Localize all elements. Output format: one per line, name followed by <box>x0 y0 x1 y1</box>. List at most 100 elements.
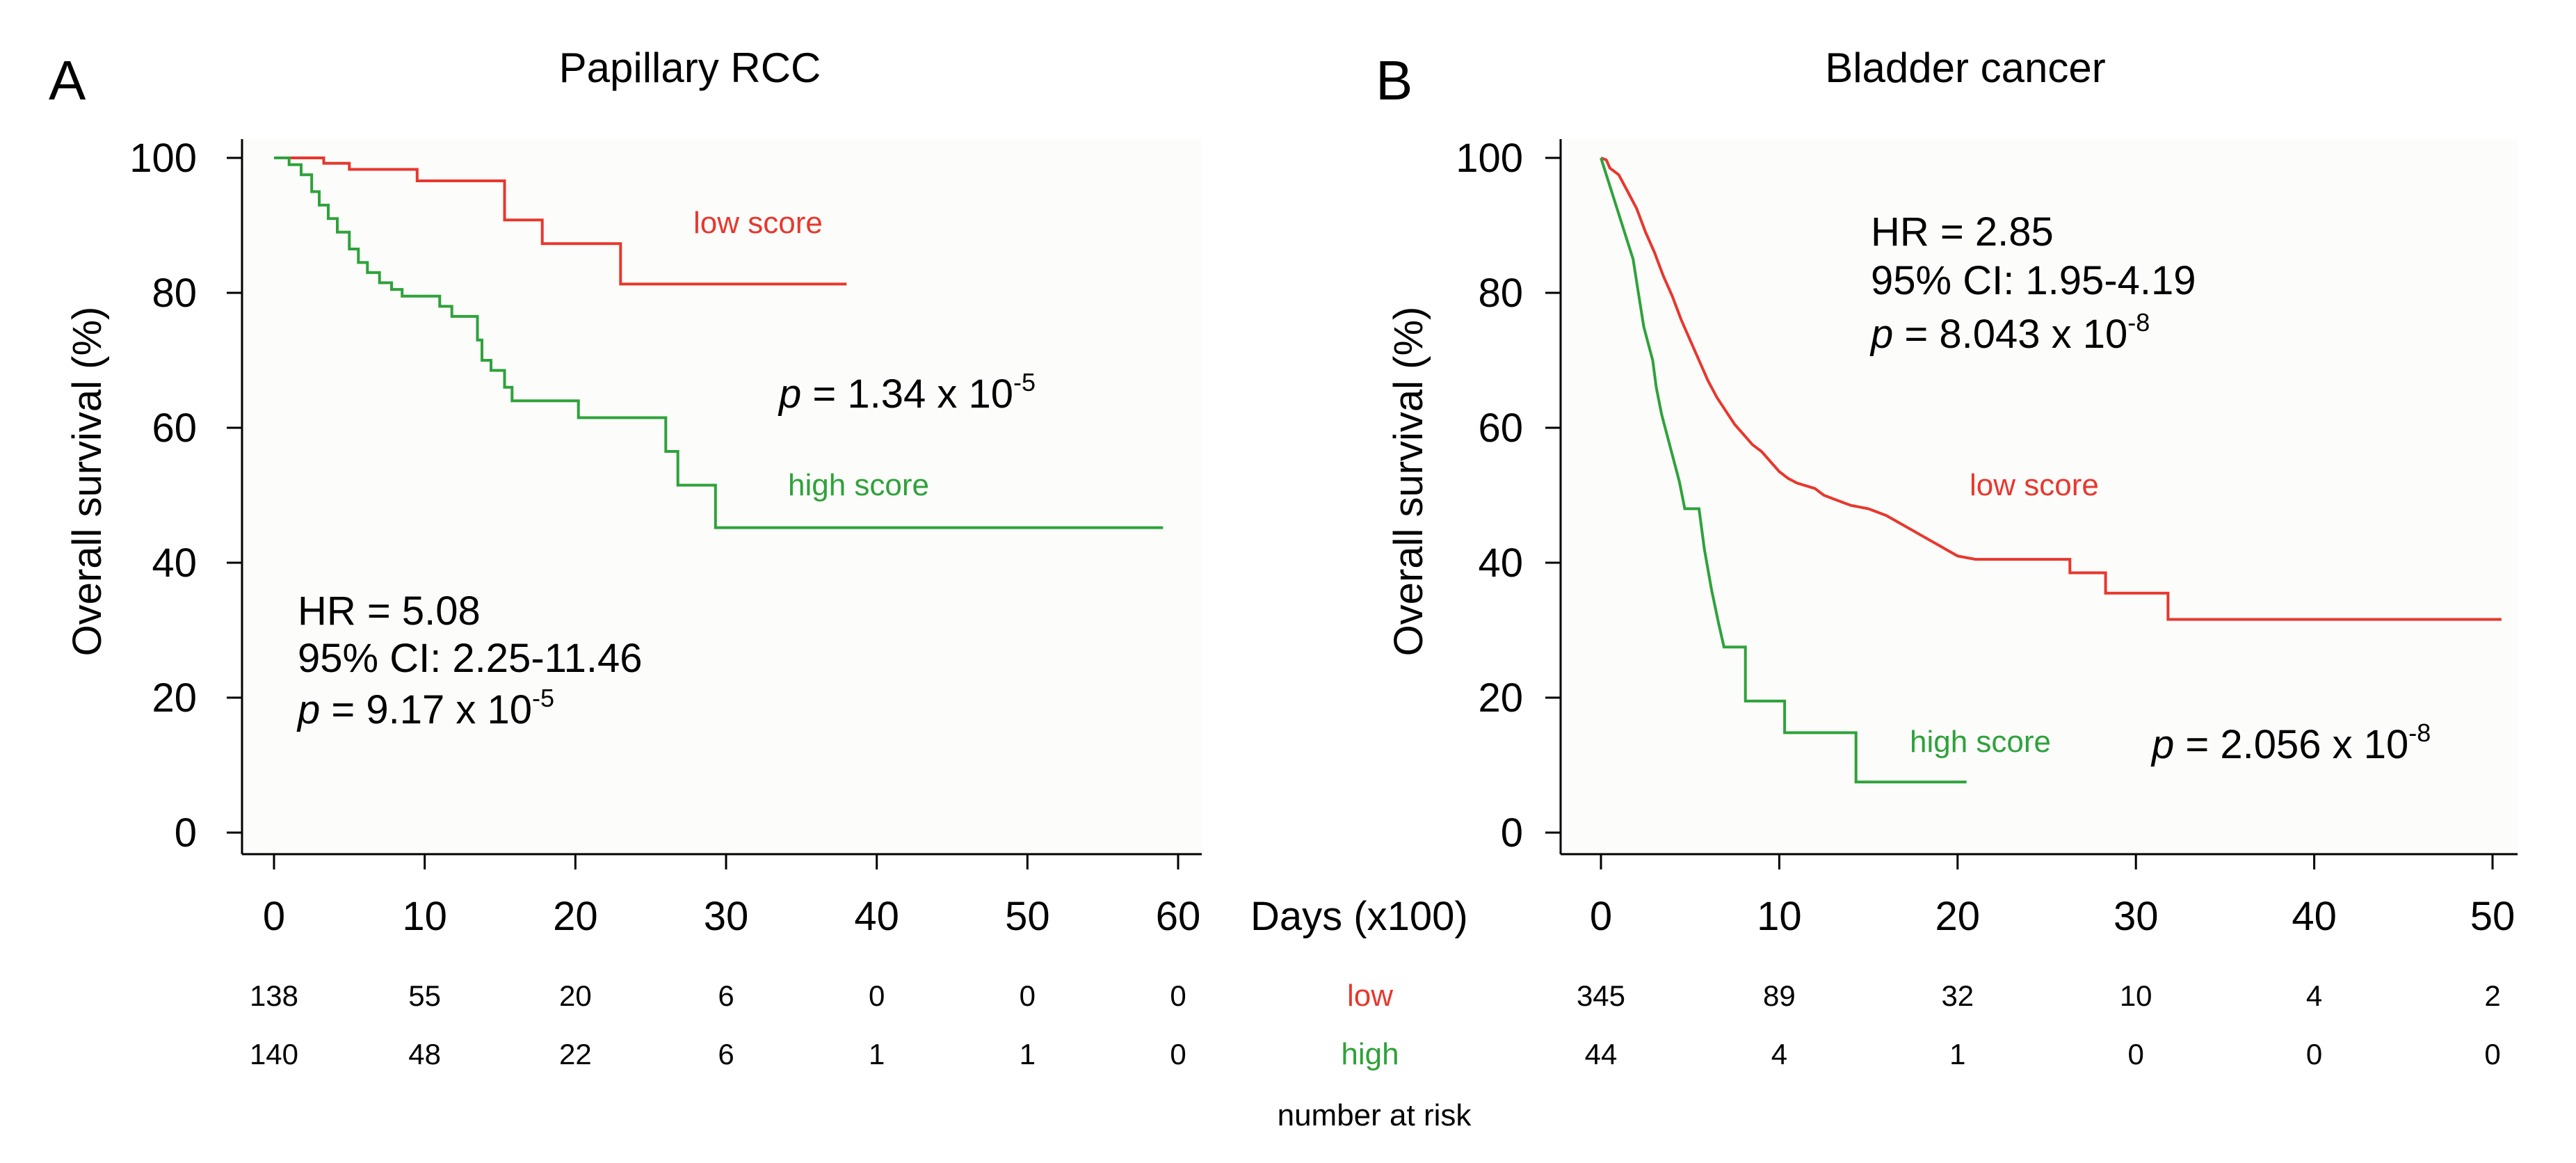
panel-b-p-exponent: -8 <box>2408 719 2431 747</box>
x-tick-label: 0 <box>1590 894 1612 939</box>
x-tick-label: 20 <box>553 894 598 939</box>
risk-count-high: 1 <box>1020 1038 1036 1070</box>
panel-a-y-ticks: 0 20 40 60 80 100 <box>129 136 242 856</box>
panel-a-title: Papillary RCC <box>559 45 821 91</box>
y-tick-label: 100 <box>1456 136 1523 181</box>
y-tick-label: 0 <box>1501 810 1523 856</box>
x-tick-label: 60 <box>1156 894 1201 939</box>
y-tick-label: 20 <box>152 675 197 721</box>
panel-a-y-axis-label: Overall survival (%) <box>65 307 110 657</box>
panel-b-letter: B <box>1376 49 1412 111</box>
y-tick-label: 100 <box>129 136 197 181</box>
y-tick-label: 80 <box>1478 271 1523 316</box>
panel-a-p-exponent: -5 <box>1013 368 1036 396</box>
panel-b-p-italic: p <box>2150 722 2174 767</box>
panel-a-letter: A <box>49 49 86 111</box>
risk-row-label-high: high <box>1341 1037 1399 1071</box>
x-tick-label: 30 <box>704 894 749 939</box>
low-score-curve <box>274 157 847 286</box>
risk-count-low: 89 <box>1763 979 1796 1012</box>
panel-a-curves <box>274 157 1164 529</box>
risk-count-low: 32 <box>1941 979 1974 1012</box>
panel-b-x-ticks: 0 10 20 30 40 50 <box>1590 854 2515 939</box>
panel-b-hr-p-exponent: -8 <box>2127 308 2150 337</box>
panel-b-legend-high: high score <box>1910 725 2051 759</box>
low-score-curve <box>1600 157 2502 621</box>
panel-b-y-ticks: 0 20 40 60 80 100 <box>1456 136 1561 856</box>
risk-count-high: 6 <box>718 1038 734 1070</box>
panel-b-y-axis-label: Overall survival (%) <box>1386 307 1431 657</box>
panel-a-legend-low: low score <box>693 206 823 240</box>
panel-a-plot-area <box>242 139 1202 854</box>
risk-count-high: 22 <box>559 1038 592 1070</box>
panel-b-ci: 95% CI: 1.95-4.19 <box>1871 258 2196 303</box>
high-score-curve <box>274 157 1164 529</box>
panel-b: B Bladder cancer Overall survival (%) 0 2… <box>1376 45 2518 1070</box>
panel-b-hr-p-italic: p <box>1869 312 1893 357</box>
risk-count-low: 55 <box>408 979 441 1012</box>
x-tick-label: 50 <box>1005 894 1050 939</box>
panel-a-legend-high: high score <box>788 468 929 502</box>
risk-count-high: 1 <box>1949 1038 1965 1070</box>
panel-a-number-at-risk: 138 140 55 48 20 22 6 6 0 1 0 1 0 0 <box>250 979 1186 1070</box>
panel-a-hr-p-exponent: -5 <box>532 684 554 712</box>
risk-count-high: 4 <box>1771 1038 1787 1070</box>
panel-a-hr: HR = 5.08 <box>298 588 481 634</box>
panel-b-number-at-risk: 345 44 89 4 32 1 10 0 4 0 2 0 <box>1577 979 2501 1070</box>
risk-count-high: 44 <box>1585 1038 1618 1070</box>
risk-count-high: 140 <box>250 1038 298 1070</box>
panel-b-hr-p-text: = 8.043 x 10 <box>1893 312 2127 357</box>
risk-count-low: 6 <box>718 979 734 1012</box>
panel-a-hr-p-italic: p <box>296 687 320 732</box>
panel-b-plot-area <box>1561 139 2518 854</box>
panel-b-p-text: = 2.056 x 10 <box>2174 722 2408 767</box>
panel-a-hr-p-text: = 9.17 x 10 <box>320 687 532 732</box>
panel-b-curves <box>1600 157 2502 784</box>
risk-count-low: 138 <box>250 979 298 1012</box>
x-tick-label: 40 <box>2292 894 2337 939</box>
panel-a-p-italic: p <box>778 371 801 417</box>
x-tick-label: 0 <box>263 894 285 939</box>
number-at-risk-caption: number at risk <box>1278 1098 1472 1132</box>
panel-b-p-value: p = 2.056 x 10-8 <box>2150 719 2431 767</box>
risk-count-low: 20 <box>559 979 592 1012</box>
risk-count-low: 4 <box>2306 979 2322 1012</box>
panel-b-legend-low: low score <box>1970 468 2099 502</box>
y-tick-label: 60 <box>1478 406 1523 451</box>
panel-a-p-value: p = 1.34 x 10-5 <box>778 368 1036 417</box>
y-tick-label: 40 <box>152 540 197 586</box>
x-tick-label: 40 <box>854 894 899 939</box>
y-tick-label: 80 <box>152 271 197 316</box>
risk-count-high: 0 <box>2306 1038 2322 1070</box>
panel-b-title: Bladder cancer <box>1825 45 2106 91</box>
panel-a: A Papillary RCC Overall survival (%) 0 20… <box>49 45 1202 1070</box>
risk-count-low: 0 <box>1170 979 1186 1012</box>
y-tick-label: 40 <box>1478 540 1523 586</box>
x-tick-label: 10 <box>1757 894 1802 939</box>
risk-count-high: 0 <box>2484 1038 2500 1070</box>
panel-a-x-ticks: 0 10 20 30 40 50 60 <box>263 854 1200 939</box>
y-tick-label: 60 <box>152 406 197 451</box>
risk-count-low: 10 <box>2120 979 2152 1012</box>
panel-a-ci: 95% CI: 2.25-11.46 <box>298 636 642 681</box>
x-axis-label: Days (x100) <box>1250 894 1468 939</box>
risk-row-label-low: low <box>1347 979 1393 1013</box>
x-tick-label: 10 <box>402 894 447 939</box>
x-tick-label: 50 <box>2470 894 2515 939</box>
high-score-curve <box>1600 157 1967 784</box>
x-tick-label: 30 <box>2114 894 2159 939</box>
panel-b-hr-p-value: p = 8.043 x 10-8 <box>1869 308 2150 357</box>
x-tick-label: 20 <box>1935 894 1981 939</box>
y-tick-label: 20 <box>1478 675 1523 721</box>
y-tick-label: 0 <box>175 810 197 856</box>
risk-count-low: 0 <box>869 979 885 1012</box>
risk-count-low: 345 <box>1577 979 1625 1012</box>
panel-a-p-text: = 1.34 x 10 <box>801 371 1013 417</box>
risk-count-high: 48 <box>408 1038 441 1070</box>
risk-count-low: 0 <box>1020 979 1036 1012</box>
risk-count-high: 0 <box>1170 1038 1186 1070</box>
risk-count-high: 0 <box>2128 1038 2144 1070</box>
risk-count-high: 1 <box>869 1038 885 1070</box>
panel-a-hr-p-value: p = 9.17 x 10-5 <box>296 684 554 732</box>
